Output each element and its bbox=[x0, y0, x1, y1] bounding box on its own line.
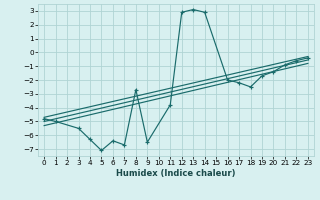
X-axis label: Humidex (Indice chaleur): Humidex (Indice chaleur) bbox=[116, 169, 236, 178]
